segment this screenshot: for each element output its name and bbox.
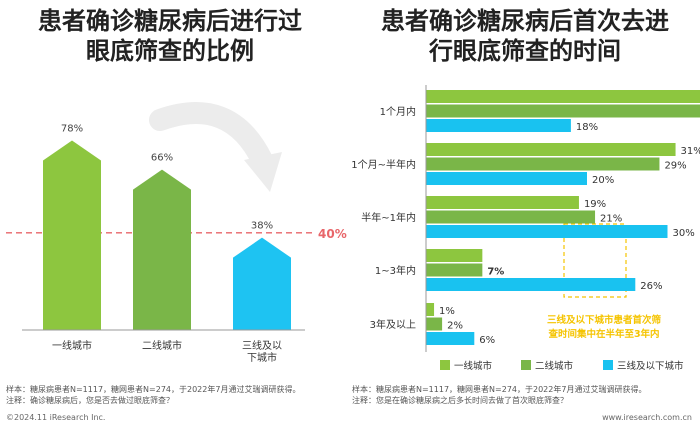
category-label: 一线城市 bbox=[52, 339, 92, 352]
bar-value-label: 21% bbox=[600, 214, 622, 225]
left-sample-note: 样本：糖尿病患者N=1117，糖网患者N=274，于2022年7月通过艾瑞调研获… bbox=[6, 385, 301, 394]
left-title-line1: 患者确诊糖尿病后进行过 bbox=[38, 7, 302, 35]
bar-value-label: 20% bbox=[592, 175, 614, 186]
category-label: 1个月内 bbox=[380, 105, 416, 118]
category-label: 二线城市 bbox=[142, 339, 182, 352]
bar-3-5 bbox=[426, 332, 475, 345]
decorative-arrowhead-icon bbox=[244, 152, 282, 192]
bar-3-2 bbox=[426, 172, 587, 185]
right-chart-title: 患者确诊糖尿病后首次去进 行眼底筛查的时间 bbox=[360, 6, 690, 66]
category-label: 半年~1年内 bbox=[361, 211, 416, 224]
bar-1-4 bbox=[426, 249, 483, 262]
legend-swatch bbox=[440, 360, 450, 370]
bar-3-4 bbox=[426, 278, 636, 291]
annotation-text: 三线及以下城市患者首次筛 bbox=[547, 314, 662, 326]
bar-2-1 bbox=[426, 104, 700, 118]
bar-value-label: 78% bbox=[61, 123, 83, 134]
bar-value-label: 30% bbox=[673, 228, 695, 239]
bar-value-label: 66% bbox=[151, 153, 173, 164]
annotation-box bbox=[563, 223, 627, 298]
bar-value-label: 26% bbox=[640, 281, 662, 292]
bar-2-4 bbox=[426, 263, 483, 277]
left-question-note: 注释：确诊糖尿病后，您是否去做过眼底筛查？ bbox=[6, 396, 174, 405]
annotation-text: 查时间集中在半年至3年内 bbox=[547, 328, 659, 340]
bar-3-1 bbox=[426, 119, 571, 132]
bar-value-label: 6% bbox=[479, 335, 495, 346]
bar-value-label: 7% bbox=[487, 267, 504, 278]
bar-2-5 bbox=[426, 317, 443, 331]
bar-3 bbox=[233, 237, 291, 330]
right-sample-note: 样本：糖尿病患者N=1117，糖网患者N=274，于2022年7月通过艾瑞调研获… bbox=[352, 385, 647, 394]
right-title-line1: 患者确诊糖尿病后首次去进 bbox=[381, 7, 669, 35]
right-title-line2: 行眼底筛查的时间 bbox=[429, 37, 621, 65]
footer-copyright: ©2024.11 iResearch Inc. bbox=[6, 413, 106, 422]
legend-label: 三线及以下城市 bbox=[617, 360, 684, 372]
bar-1 bbox=[43, 140, 101, 330]
category-label: 1~3年内 bbox=[375, 264, 416, 277]
footer-url: www.iresearch.com.cn bbox=[602, 413, 692, 422]
legend-label: 二线城市 bbox=[535, 360, 574, 372]
bar-1-2 bbox=[426, 143, 676, 156]
bar-2 bbox=[133, 169, 191, 330]
right-chart-legend: 一线城市 二线城市 三线及以下城市 bbox=[440, 360, 684, 372]
bar-1-1 bbox=[426, 90, 700, 103]
bar-3-3 bbox=[426, 225, 668, 238]
category-label: 三线及以 bbox=[242, 339, 282, 352]
bar-1-3 bbox=[426, 196, 579, 209]
category-label: 下城市 bbox=[247, 351, 277, 364]
legend-swatch bbox=[603, 360, 613, 370]
reference-line-label: 40% bbox=[318, 227, 347, 241]
right-question-note: 注释：您是在确诊糖尿病之后多长时间去做了首次眼底筛查？ bbox=[352, 396, 568, 405]
decorative-arrow-icon bbox=[149, 102, 273, 171]
bar-value-label: 2% bbox=[447, 321, 463, 332]
bar-value-label: 19% bbox=[584, 199, 606, 210]
left-bar-chart: 40% 78% 一线城市 66% 二线城市 38% 三线及以下城市 bbox=[6, 123, 347, 364]
bar-2-3 bbox=[426, 210, 596, 224]
left-notes: 样本：糖尿病患者N=1117，糖网患者N=274，于2022年7月通过艾瑞调研获… bbox=[6, 384, 300, 406]
bar-2-2 bbox=[426, 157, 660, 171]
bar-1-5 bbox=[426, 303, 435, 316]
left-chart-title: 患者确诊糖尿病后进行过 眼底筛查的比例 bbox=[20, 6, 320, 66]
bar-value-label: 31% bbox=[681, 146, 700, 157]
left-title-line2: 眼底筛查的比例 bbox=[86, 37, 254, 65]
right-notes: 样本：糖尿病患者N=1117，糖网患者N=274，于2022年7月通过艾瑞调研获… bbox=[352, 384, 646, 406]
category-label: 1个月~半年内 bbox=[351, 158, 416, 171]
legend-swatch bbox=[521, 360, 531, 370]
legend-label: 一线城市 bbox=[454, 360, 493, 372]
category-label: 3年及以上 bbox=[370, 318, 416, 331]
bar-value-label: 18% bbox=[576, 122, 598, 133]
bar-value-label: 1% bbox=[439, 306, 455, 317]
bar-value-label: 29% bbox=[664, 161, 686, 172]
bar-value-label: 38% bbox=[251, 221, 273, 232]
right-bar-chart: 三线及以下城市患者首次筛查时间集中在半年至3年内1个月内42%41%18%1个月… bbox=[351, 85, 700, 352]
